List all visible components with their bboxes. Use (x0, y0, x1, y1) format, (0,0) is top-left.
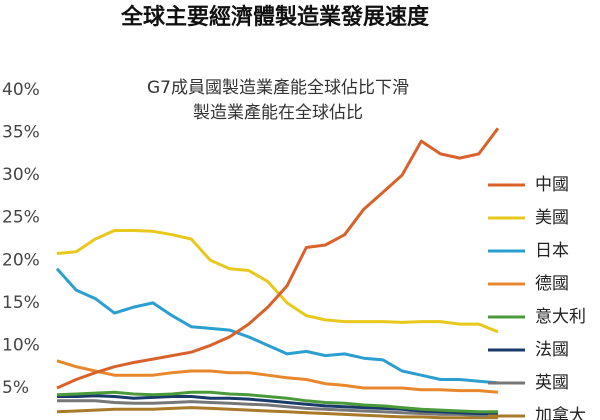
legend-label: 中國 (535, 175, 569, 195)
series-line (55, 267, 499, 385)
series-line (56, 390, 498, 414)
chart-title: 全球主要經濟體製造業發展速度 (120, 4, 430, 30)
legend-label: 加拿大 (535, 405, 586, 420)
series-line (56, 406, 498, 420)
y-tick-label: 40% (2, 80, 40, 100)
y-tick-label: 35% (2, 123, 40, 143)
y-tick-label: 25% (2, 208, 40, 228)
series-line (56, 359, 499, 394)
legend-label: 意大利 (535, 307, 586, 327)
series-line (57, 394, 498, 415)
y-tick-label: 15% (2, 293, 40, 313)
series-line (56, 229, 499, 334)
series-line (56, 127, 500, 390)
legend-label: 英國 (535, 373, 569, 393)
legend-label: 法國 (535, 340, 569, 360)
legend-label: 美國 (535, 208, 569, 228)
annotation: G7成員國製造業產能全球佔比下滑 (147, 78, 409, 98)
annotation: 製造業產能在全球佔比 (193, 103, 363, 123)
legend-label: 日本 (535, 241, 569, 261)
y-tick-label: 20% (2, 250, 40, 270)
legend-label: 德國 (535, 274, 569, 294)
series-line (57, 399, 498, 417)
y-tick-label: 30% (2, 165, 40, 185)
y-tick-label: 10% (2, 335, 40, 355)
y-tick-label: 5% (2, 378, 29, 398)
